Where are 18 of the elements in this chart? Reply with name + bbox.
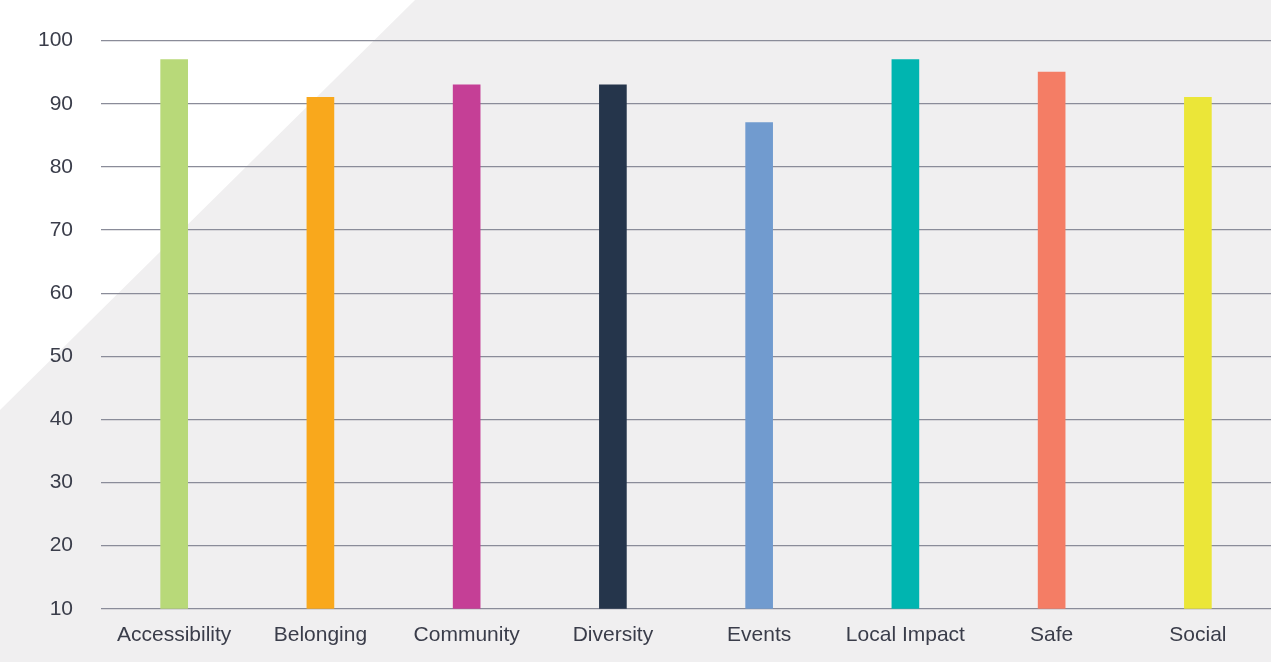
x-tick-label: Diversity xyxy=(572,622,654,646)
x-tick-label: Community xyxy=(413,622,521,646)
y-tick-label: 20 xyxy=(49,532,74,556)
y-tick-label: 100 xyxy=(37,27,74,51)
y-tick-label: 40 xyxy=(49,406,74,430)
y-tick-label: 70 xyxy=(49,216,74,240)
x-tick-label: Accessibility xyxy=(116,622,232,646)
y-tick-label: 10 xyxy=(49,595,74,619)
y-tick-label: 50 xyxy=(49,343,74,367)
x-tick-label: Social xyxy=(1169,622,1227,646)
y-tick-label: 90 xyxy=(49,90,74,114)
y-tick-label: 60 xyxy=(49,279,74,303)
y-tick-label: 80 xyxy=(49,153,74,177)
y-tick-label: 30 xyxy=(49,469,74,493)
x-tick-label: Local Impact xyxy=(845,622,966,646)
x-tick-label: Events xyxy=(727,622,792,646)
x-tick-label: Safe xyxy=(1030,622,1074,646)
x-tick-label: Belonging xyxy=(273,622,368,646)
